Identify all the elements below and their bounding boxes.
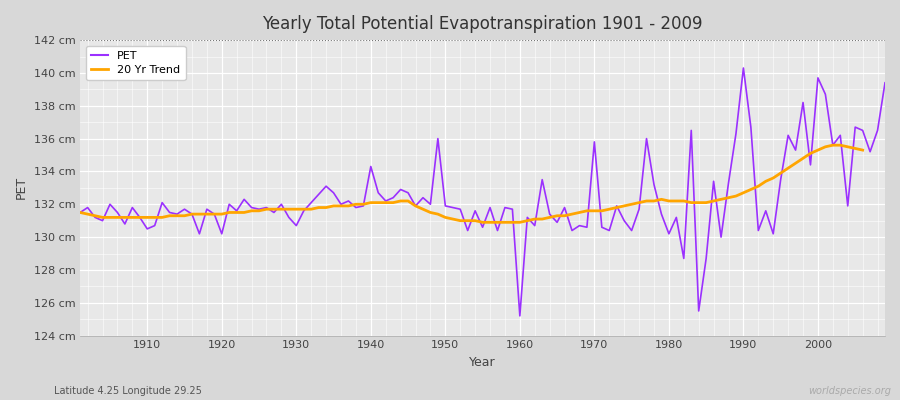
Text: Latitude 4.25 Longitude 29.25: Latitude 4.25 Longitude 29.25 xyxy=(54,386,202,396)
Title: Yearly Total Potential Evapotranspiration 1901 - 2009: Yearly Total Potential Evapotranspiratio… xyxy=(262,15,703,33)
X-axis label: Year: Year xyxy=(469,356,496,369)
Legend: PET, 20 Yr Trend: PET, 20 Yr Trend xyxy=(86,46,185,80)
Y-axis label: PET: PET xyxy=(15,176,28,200)
Text: worldspecies.org: worldspecies.org xyxy=(808,386,891,396)
